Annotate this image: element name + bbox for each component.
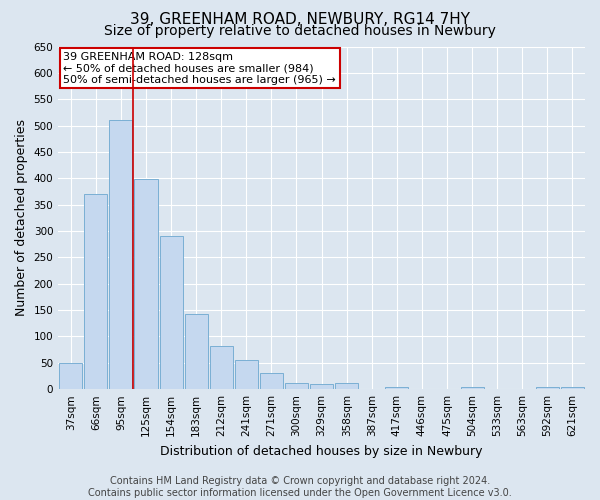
Bar xyxy=(185,314,208,389)
Text: 39, GREENHAM ROAD, NEWBURY, RG14 7HY: 39, GREENHAM ROAD, NEWBURY, RG14 7HY xyxy=(130,12,470,28)
Bar xyxy=(84,194,107,389)
Bar xyxy=(335,383,358,389)
Bar xyxy=(59,363,82,389)
Bar xyxy=(310,384,333,389)
Bar xyxy=(385,386,409,389)
Bar xyxy=(134,180,158,389)
Bar xyxy=(160,236,182,389)
Text: Contains HM Land Registry data © Crown copyright and database right 2024.
Contai: Contains HM Land Registry data © Crown c… xyxy=(88,476,512,498)
Bar xyxy=(461,386,484,389)
Bar xyxy=(109,120,133,389)
Text: Size of property relative to detached houses in Newbury: Size of property relative to detached ho… xyxy=(104,24,496,38)
Text: 39 GREENHAM ROAD: 128sqm
← 50% of detached houses are smaller (984)
50% of semi-: 39 GREENHAM ROAD: 128sqm ← 50% of detach… xyxy=(64,52,336,85)
Bar xyxy=(209,346,233,389)
Bar xyxy=(561,386,584,389)
Bar xyxy=(235,360,258,389)
Bar xyxy=(536,386,559,389)
X-axis label: Distribution of detached houses by size in Newbury: Distribution of detached houses by size … xyxy=(160,444,483,458)
Y-axis label: Number of detached properties: Number of detached properties xyxy=(15,120,28,316)
Bar xyxy=(260,374,283,389)
Bar xyxy=(285,384,308,389)
